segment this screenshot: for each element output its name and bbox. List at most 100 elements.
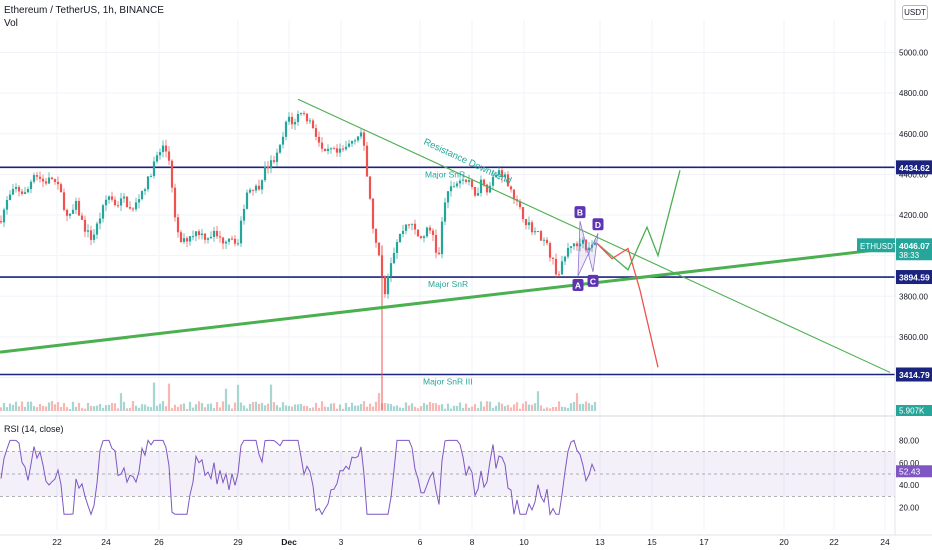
candle-body — [347, 143, 351, 147]
candle-body — [494, 174, 498, 177]
candle-body — [167, 151, 171, 161]
candle-body — [377, 242, 381, 256]
chart-header: Ethereum / TetherUS, 1h, BINANCE Vol — [4, 4, 164, 30]
volume-bar — [152, 382, 156, 411]
candles — [0, 110, 597, 410]
candle-body — [284, 121, 288, 137]
volume-bar — [473, 404, 477, 411]
volume-bar — [62, 403, 66, 411]
candle-body — [524, 219, 528, 226]
time-tick-label: 8 — [470, 537, 475, 547]
volume-bar — [533, 403, 537, 411]
volume-bar — [311, 407, 315, 411]
candle-body — [518, 201, 522, 208]
candle-body — [368, 176, 372, 199]
volume-bar — [68, 408, 72, 411]
volume-bar — [383, 403, 387, 411]
candle-body — [164, 145, 168, 152]
candle-body — [287, 116, 291, 122]
candle-body — [14, 187, 18, 189]
volume-bar — [479, 401, 483, 411]
volume-bars — [0, 382, 597, 411]
volume-bar — [464, 403, 468, 411]
grid — [0, 20, 895, 530]
candle-body — [239, 220, 243, 244]
volume-bar — [158, 403, 162, 411]
volume-bar — [437, 405, 441, 411]
candle-body — [47, 177, 51, 184]
volume-bar — [575, 393, 579, 411]
candle-body — [473, 186, 477, 196]
rsi-value-badge — [896, 465, 932, 478]
pattern-point-badge — [572, 278, 584, 291]
candle-body — [203, 233, 207, 240]
candle-body — [278, 144, 282, 153]
candle-body — [83, 219, 87, 232]
volume-bar — [176, 406, 180, 411]
candle-body — [545, 239, 549, 244]
volume-bar — [2, 402, 6, 411]
candle-body — [137, 199, 141, 203]
candle-body — [593, 242, 597, 245]
volume-bar — [548, 408, 552, 411]
volume-bar — [167, 383, 171, 411]
candle-body — [200, 233, 204, 236]
price-level-label: 3894.59 — [899, 273, 930, 283]
candle-body — [134, 202, 138, 210]
time-tick-label: 17 — [699, 537, 709, 547]
current-price-value: 4046.07 — [899, 241, 930, 251]
candle-body — [209, 236, 213, 239]
candle-body — [548, 243, 552, 258]
volume-bar — [74, 406, 78, 411]
candle-body — [302, 113, 306, 115]
candle-body — [386, 276, 390, 295]
volume-bar — [242, 405, 246, 411]
candle-body — [74, 201, 78, 210]
candle-body — [236, 243, 240, 245]
candle-body — [212, 230, 216, 237]
volume-bar — [593, 401, 597, 411]
volume-bar — [269, 384, 273, 411]
candle-body — [467, 180, 471, 182]
candle-body — [257, 185, 261, 190]
volume-bar — [581, 403, 585, 411]
volume-bar — [365, 406, 369, 411]
candle-body — [281, 136, 285, 145]
volume-bar — [374, 401, 378, 411]
candle-body — [206, 238, 210, 240]
candle-body — [248, 189, 252, 193]
volume-bar — [470, 406, 474, 411]
candle-body — [533, 231, 537, 233]
candle-body — [560, 261, 564, 275]
volume-bar — [179, 404, 183, 411]
volume-bar — [317, 408, 321, 411]
candle-body — [344, 146, 348, 150]
volume-bar — [146, 406, 150, 411]
rsi-tick-label: 40.00 — [899, 481, 920, 490]
candle-body — [155, 155, 159, 162]
candle-body — [395, 242, 399, 253]
volume-bar — [170, 408, 174, 411]
candle-body — [98, 218, 102, 224]
volume-bar — [224, 388, 228, 411]
currency-button[interactable]: USDT — [902, 5, 928, 20]
candle-body — [113, 199, 117, 206]
volume-bar — [29, 401, 33, 411]
volume-bar — [368, 403, 372, 411]
volume-bar — [395, 405, 399, 411]
volume-bar — [518, 408, 522, 411]
volume-bar — [512, 404, 516, 411]
volume-bar — [500, 403, 504, 411]
candle-body — [449, 186, 453, 192]
candle-body — [230, 238, 234, 240]
volume-bar — [251, 402, 255, 411]
candle-body — [233, 238, 237, 244]
volume-bar — [476, 408, 480, 411]
candle-body — [383, 276, 387, 295]
volume-bar — [449, 408, 453, 411]
volume-bar — [386, 403, 390, 411]
time-tick-label: 10 — [519, 537, 529, 547]
candle-body — [227, 238, 231, 242]
volume-bar — [26, 401, 30, 411]
